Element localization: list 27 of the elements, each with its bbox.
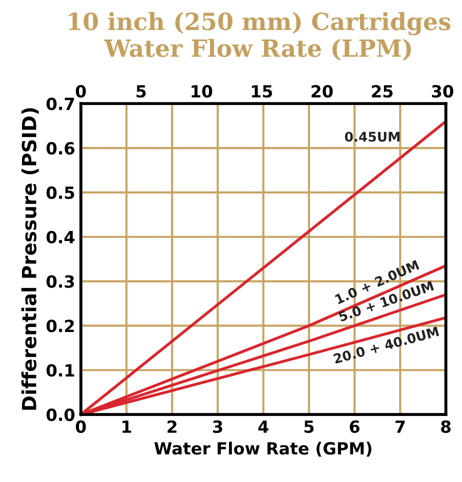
y-tick-label: 0.4: [46, 230, 75, 244]
y-tick-label: 0.1: [46, 364, 74, 377]
y-tick-label: 0.0: [46, 408, 74, 422]
x-tick-label: 1: [122, 420, 132, 433]
y-tick-label: 0.2: [46, 320, 74, 332]
x2-tick-label: 20: [312, 85, 333, 98]
y-tick-label: 0.5: [46, 186, 74, 200]
chart-title: 10 inch (250 mm) Cartridges Water Flow Rate (LPM): [69, 12, 450, 60]
x-tick-label: 5: [304, 420, 314, 433]
x2-tick-label: 0: [76, 85, 86, 98]
x-axis-title: Water Flow Rate (GPM): [154, 442, 372, 457]
x-tick-label: 3: [213, 420, 222, 433]
x-tick-label: 6: [350, 420, 360, 433]
x2-tick-label: 15: [252, 85, 272, 98]
x2-tick-label: 5: [136, 85, 146, 98]
y-tick-label: 0.6: [46, 142, 74, 155]
y-axis-title: Differential Pressure (PSID): [21, 108, 39, 410]
x2-tick-label: 30: [432, 85, 454, 98]
y-tick-label: 0.7: [46, 98, 74, 110]
y-tick-label: 0.3: [46, 275, 74, 288]
x-tick-label: 8: [441, 420, 451, 433]
x-tick-label: 4: [258, 420, 268, 433]
x-tick-label: 7: [396, 420, 405, 433]
x2-tick-label: 10: [192, 85, 212, 98]
x2-tick-label: 25: [372, 85, 393, 98]
x-tick-label: 0: [76, 420, 86, 433]
x-tick-label: 2: [168, 420, 176, 433]
